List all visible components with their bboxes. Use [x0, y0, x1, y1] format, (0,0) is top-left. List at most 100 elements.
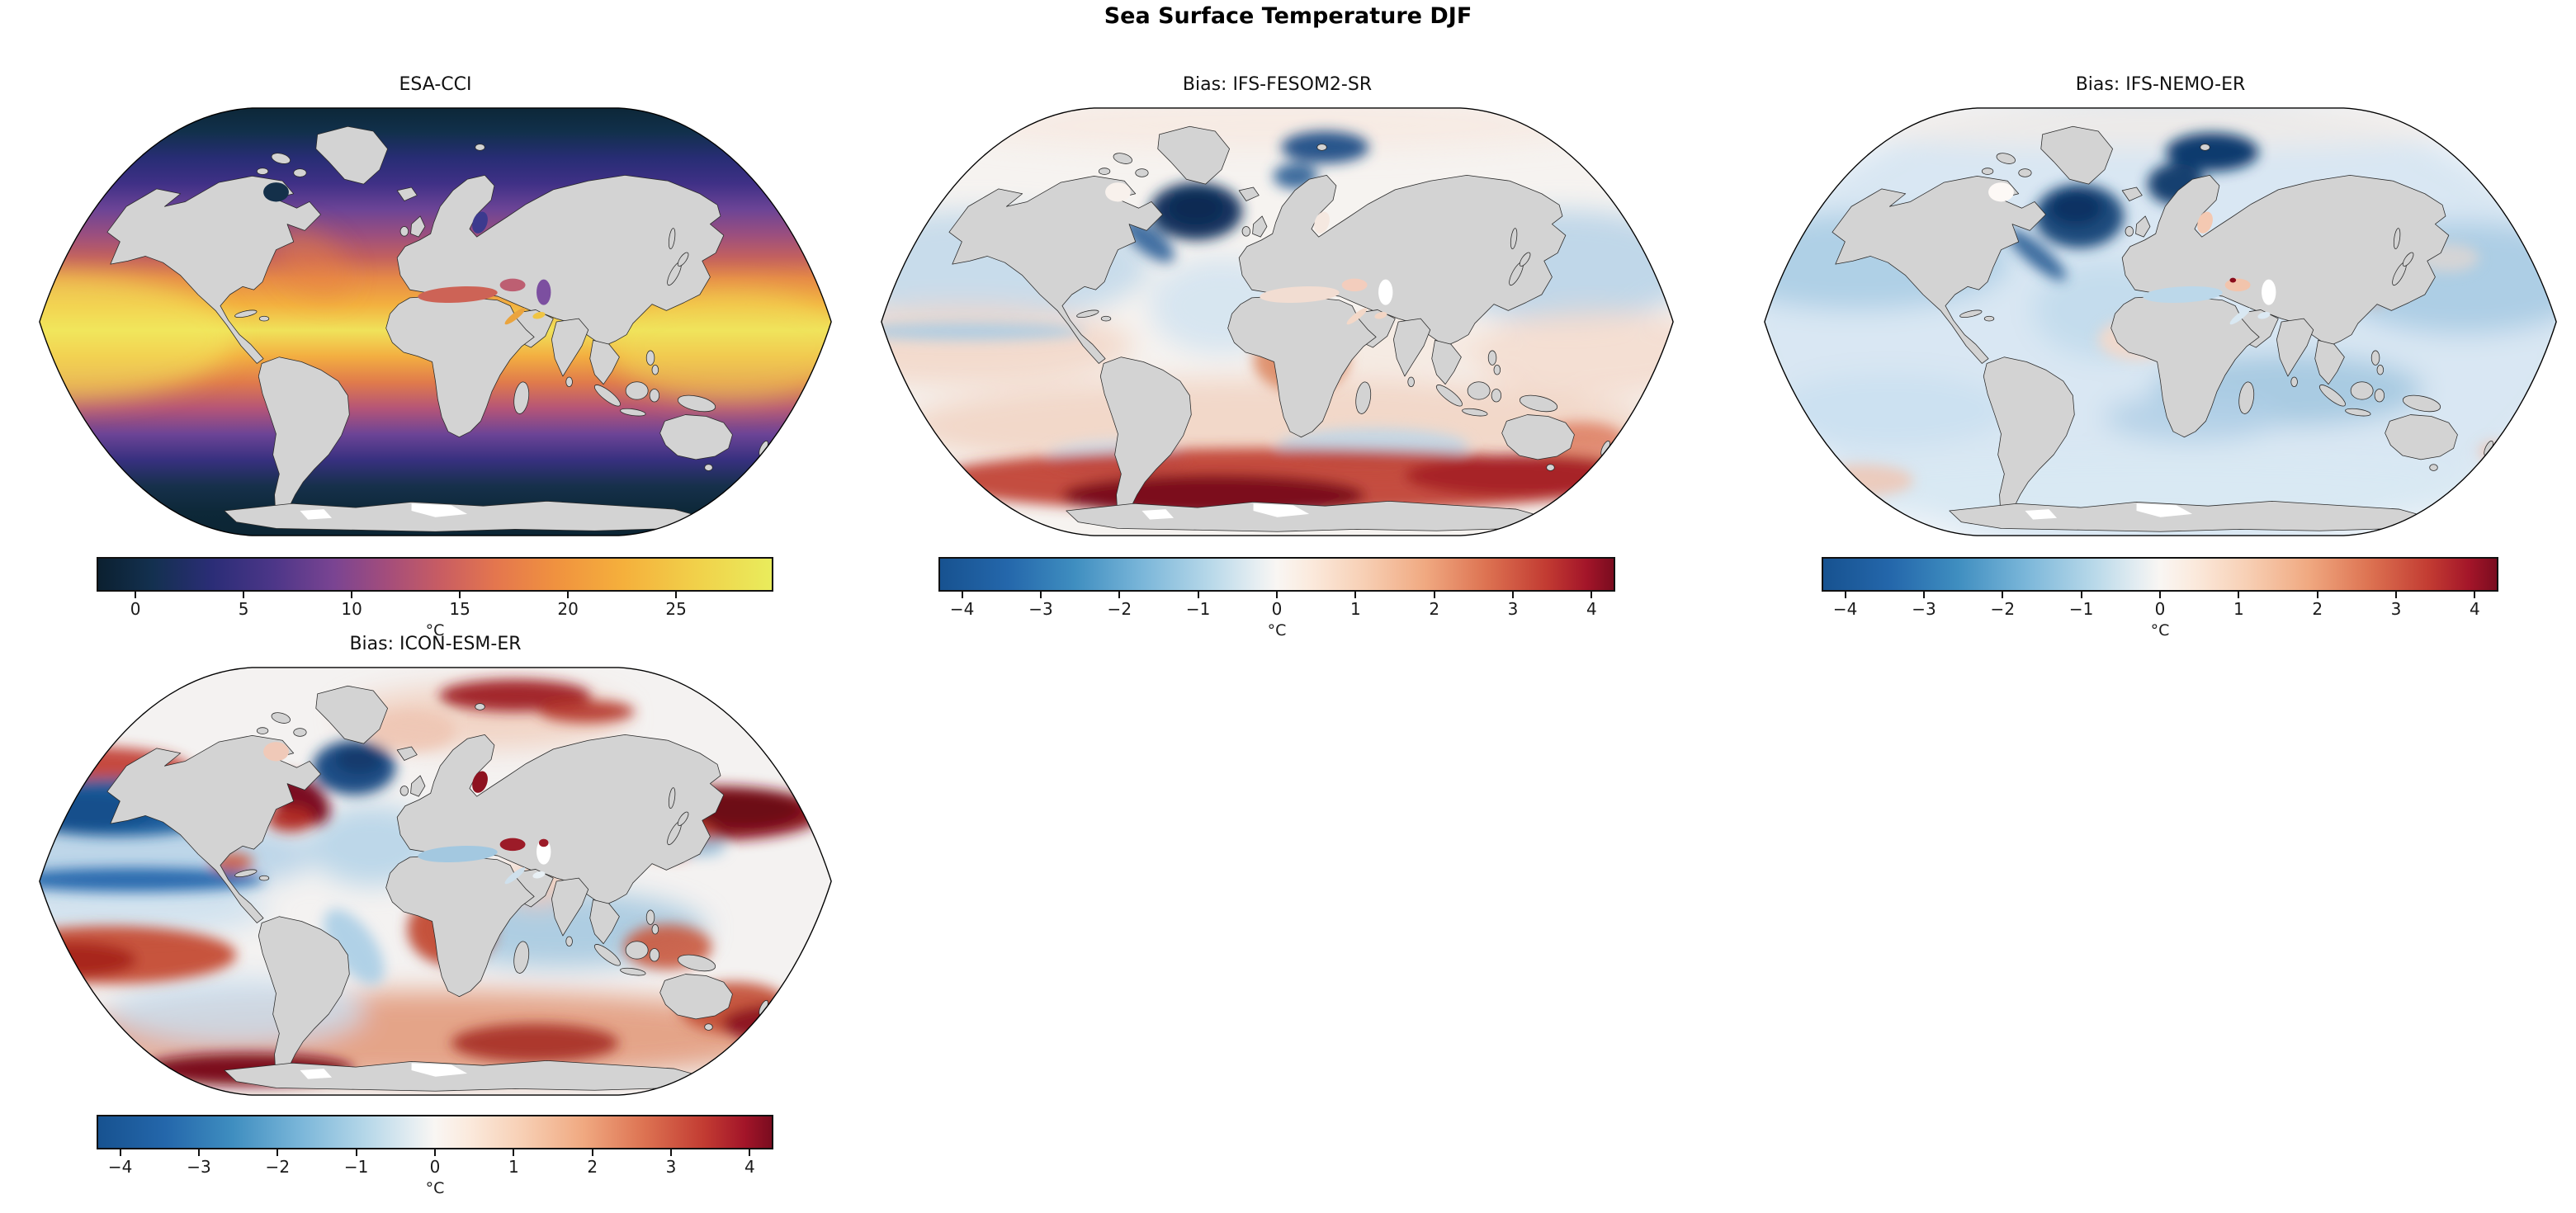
- tick-mark: [675, 592, 678, 598]
- colorbar-gradient-rdbu: [97, 1115, 773, 1149]
- panel-ifs-fesom2-sr: Bias: IFS-FESOM2-SR: [879, 74, 1676, 538]
- tick-mark: [670, 1149, 673, 1156]
- inner-seas: [263, 182, 551, 325]
- colorbar-unit: °C: [425, 1179, 445, 1197]
- tick-mark: [2159, 592, 2161, 598]
- colorbar-ifs-fesom2-sr: −4 −3 −2 −1 0 1 2 3 4 °C: [938, 557, 1615, 640]
- tick-label: −2: [1107, 599, 1132, 619]
- tick-mark: [2316, 592, 2318, 598]
- inner-seas: [263, 742, 551, 885]
- tick-mark: [1433, 592, 1435, 598]
- tick-mark: [1276, 592, 1278, 598]
- colorbar-gradient-thermal: [97, 557, 773, 592]
- tick-label: −3: [187, 1157, 211, 1177]
- tick-mark: [197, 1149, 200, 1156]
- tick-label: 4: [744, 1157, 755, 1177]
- tick-label: −4: [107, 1157, 133, 1177]
- colorbar-unit: °C: [425, 621, 445, 640]
- tick-label: −3: [1912, 599, 1936, 619]
- map-esa-cci: [37, 106, 834, 538]
- tick-label: 3: [1507, 599, 1519, 619]
- figure-title: Sea Surface Temperature DJF: [1104, 3, 1472, 29]
- tick-mark: [513, 1149, 515, 1156]
- tick-mark: [119, 1149, 121, 1156]
- tick-mark: [2474, 592, 2476, 598]
- colorbar-ifs-nemo-er: −4 −3 −2 −1 0 1 2 3 4 °C: [1822, 557, 2498, 640]
- tick-label: 0: [429, 1157, 441, 1177]
- tick-mark: [1512, 592, 1515, 598]
- tick-label: −1: [343, 1157, 369, 1177]
- tick-mark: [243, 592, 245, 598]
- tick-label: 3: [2390, 599, 2402, 619]
- tick-mark: [1591, 592, 1593, 598]
- colorbar-gradient-rdbu: [938, 557, 1615, 592]
- tick-mark: [355, 1149, 357, 1156]
- tick-mark: [2238, 592, 2240, 598]
- tick-label: 4: [2470, 599, 2480, 619]
- sst-map-svg: [39, 107, 832, 536]
- colorbar-ticks: −4 −3 −2 −1 0 1 2 3 4: [1822, 592, 2498, 621]
- tick-label: 2: [2312, 599, 2323, 619]
- tick-label: 3: [665, 1157, 677, 1177]
- tick-label: −3: [1028, 599, 1053, 619]
- colorbar-unit: °C: [2150, 621, 2170, 640]
- tick-mark: [749, 1149, 751, 1156]
- tick-mark: [459, 592, 461, 598]
- map-ifs-nemo-er: [1762, 106, 2559, 538]
- tick-mark: [351, 592, 353, 598]
- tick-mark: [1197, 592, 1199, 598]
- panel-title-esa-cci: ESA-CCI: [399, 74, 472, 95]
- tick-label: 0: [2154, 599, 2166, 619]
- tick-mark: [2395, 592, 2398, 598]
- colorbar-ticks: 0 5 10 15 20 25: [97, 592, 773, 621]
- bias-map-svg: [881, 107, 1674, 536]
- panel-title-ifs-fesom2-sr: Bias: IFS-FESOM2-SR: [1182, 74, 1373, 95]
- inner-seas: [1988, 182, 2276, 325]
- map-icon-esm-er: [37, 665, 834, 1097]
- colorbar-icon-esm-er: −4 −3 −2 −1 0 1 2 3 4 °C: [97, 1115, 773, 1197]
- colorbar-ticks: −4 −3 −2 −1 0 1 2 3 4: [938, 592, 1615, 621]
- tick-label: 4: [1586, 599, 1597, 619]
- tick-mark: [1118, 592, 1121, 598]
- tick-mark: [1354, 592, 1357, 598]
- panel-title-ifs-nemo-er: Bias: IFS-NEMO-ER: [2075, 74, 2246, 95]
- tick-label: −4: [949, 599, 975, 619]
- panel-title-icon-esm-er: Bias: ICON-ESM-ER: [349, 634, 522, 654]
- tick-label: 2: [587, 1157, 598, 1177]
- tick-label: 0: [130, 599, 141, 619]
- tick-label: −2: [1990, 599, 2016, 619]
- panel-ifs-nemo-er: Bias: IFS-NEMO-ER: [1762, 74, 2559, 538]
- tick-label: 2: [1429, 599, 1440, 619]
- tick-label: −1: [2068, 599, 2094, 619]
- tick-label: −4: [1832, 599, 1858, 619]
- tick-mark: [2080, 592, 2082, 598]
- tick-label: 5: [238, 599, 249, 619]
- tick-mark: [961, 592, 963, 598]
- colorbar-esa-cci: 0 5 10 15 20 25 °C: [97, 557, 773, 640]
- tick-label: 0: [1271, 599, 1283, 619]
- tick-label: 10: [341, 599, 362, 619]
- tick-label: 20: [557, 599, 579, 619]
- colorbar-unit: °C: [1267, 621, 1287, 640]
- tick-mark: [434, 1149, 436, 1156]
- tick-mark: [135, 592, 137, 598]
- tick-label: −1: [1185, 599, 1211, 619]
- tick-mark: [277, 1149, 279, 1156]
- bias-map-svg: [39, 667, 832, 1096]
- inner-seas: [1105, 182, 1393, 325]
- tick-mark: [1922, 592, 1925, 598]
- panel-icon-esm-er: Bias: ICON-ESM-ER: [37, 634, 834, 1097]
- map-ifs-fesom2-sr: [879, 106, 1676, 538]
- tick-label: 25: [665, 599, 687, 619]
- colorbar-gradient-rdbu: [1822, 557, 2498, 592]
- bias-map-svg: [1764, 107, 2557, 536]
- tick-label: −2: [265, 1157, 291, 1177]
- tick-label: 1: [508, 1157, 519, 1177]
- tick-label: 1: [2233, 599, 2244, 619]
- tick-mark: [591, 1149, 593, 1156]
- tick-mark: [1844, 592, 1846, 598]
- panel-esa-cci: ESA-CCI: [37, 74, 834, 538]
- colorbar-ticks: −4 −3 −2 −1 0 1 2 3 4: [97, 1149, 773, 1179]
- tick-mark: [1039, 592, 1042, 598]
- tick-label: 15: [449, 599, 470, 619]
